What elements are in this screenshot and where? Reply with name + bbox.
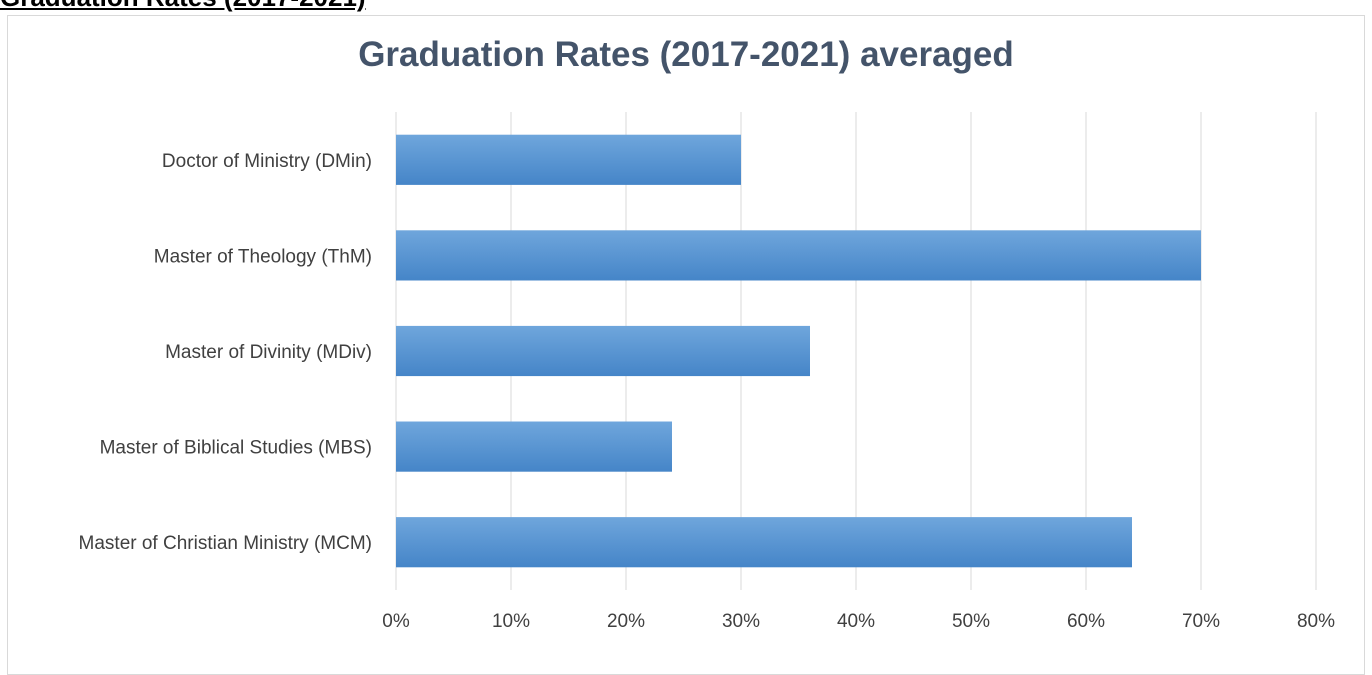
chart-title: Graduation Rates (2017-2021) averaged — [358, 35, 1014, 74]
x-tick-label: 10% — [492, 611, 530, 632]
x-tick-label: 80% — [1297, 611, 1335, 632]
x-tick-label: 30% — [722, 611, 760, 632]
category-label: Master of Divinity (MDiv) — [165, 342, 372, 363]
category-label: Master of Christian Ministry (MCM) — [79, 533, 372, 554]
bar — [396, 325, 810, 377]
category-label: Master of Theology (ThM) — [154, 246, 372, 267]
x-tick-label: 70% — [1182, 611, 1220, 632]
category-label: Doctor of Ministry (DMin) — [162, 151, 372, 172]
x-tick-label: 60% — [1067, 611, 1105, 632]
bar — [396, 517, 1132, 568]
bar — [396, 230, 1201, 281]
bar — [396, 134, 741, 185]
bar — [396, 421, 672, 472]
x-tick-label: 40% — [837, 611, 875, 632]
x-tick-label: 0% — [382, 611, 410, 632]
x-tick-label: 50% — [952, 611, 990, 632]
category-label: Master of Biblical Studies (MBS) — [100, 438, 372, 459]
page-heading: Graduation Rates (2017-2021) — [0, 0, 366, 10]
x-tick-label: 20% — [607, 611, 645, 632]
